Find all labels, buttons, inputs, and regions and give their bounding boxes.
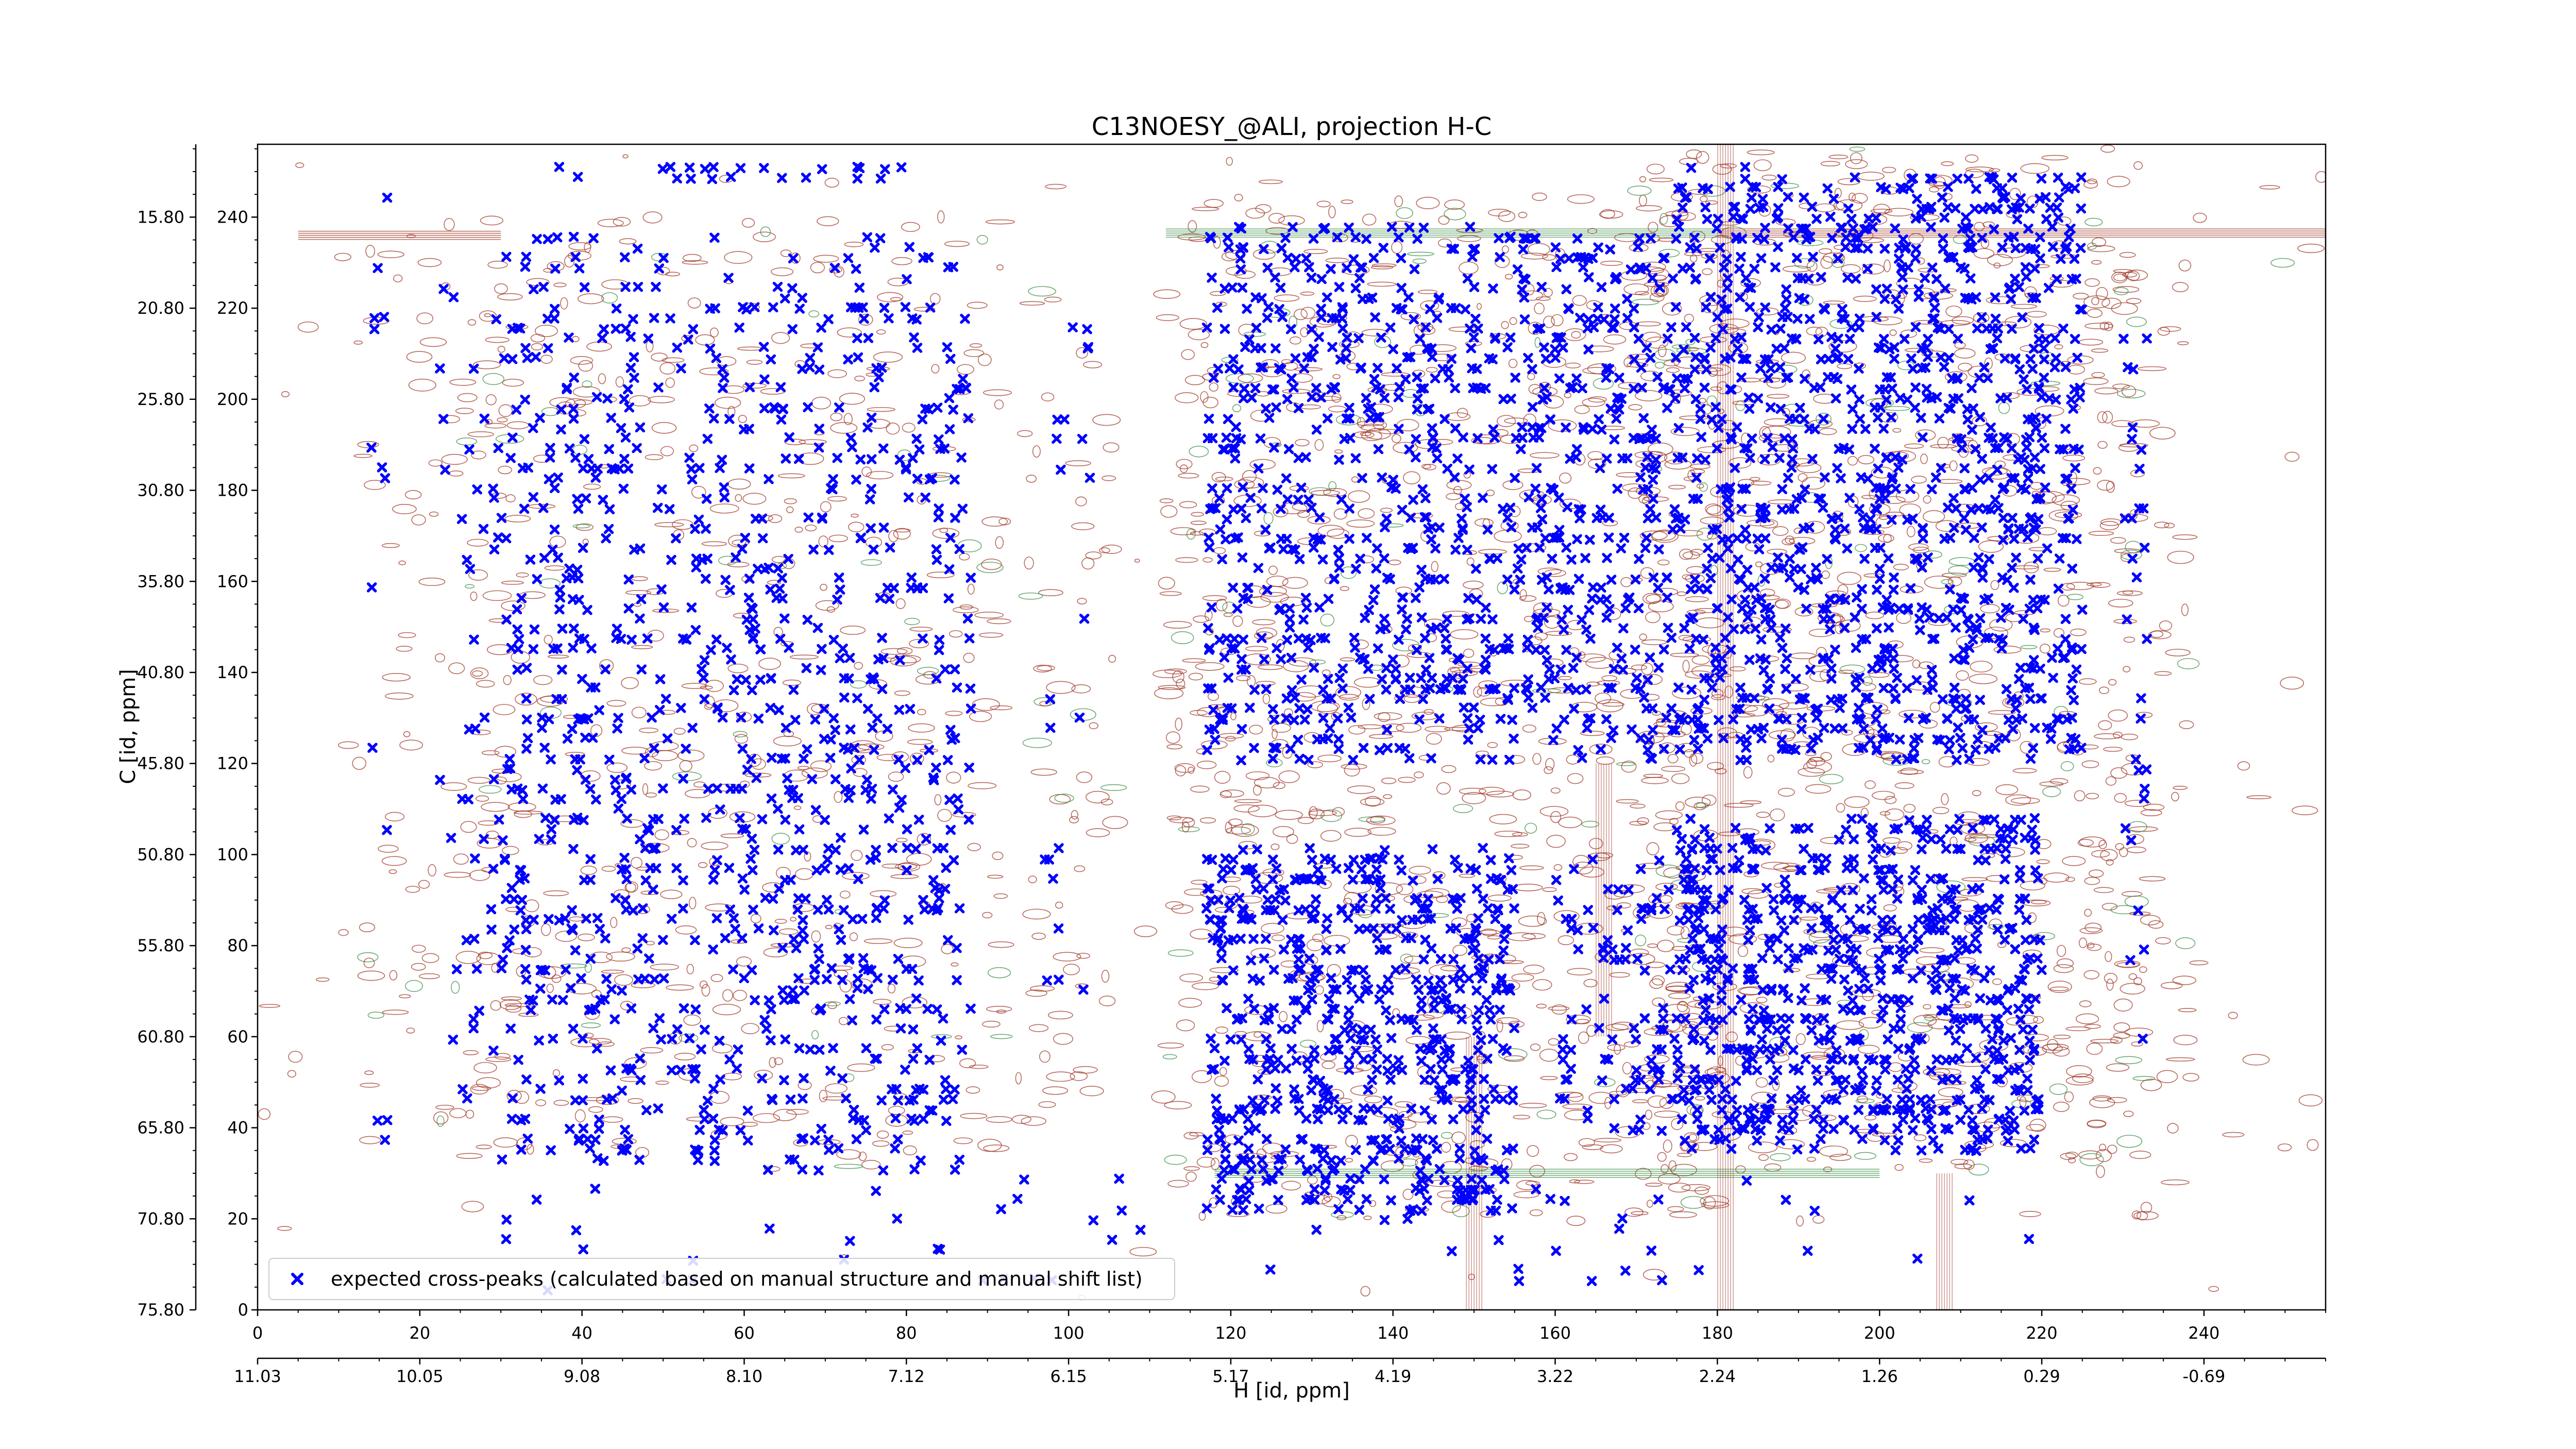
chart-title: C13NOESY_@ALI, projection H-C xyxy=(1092,112,1492,141)
